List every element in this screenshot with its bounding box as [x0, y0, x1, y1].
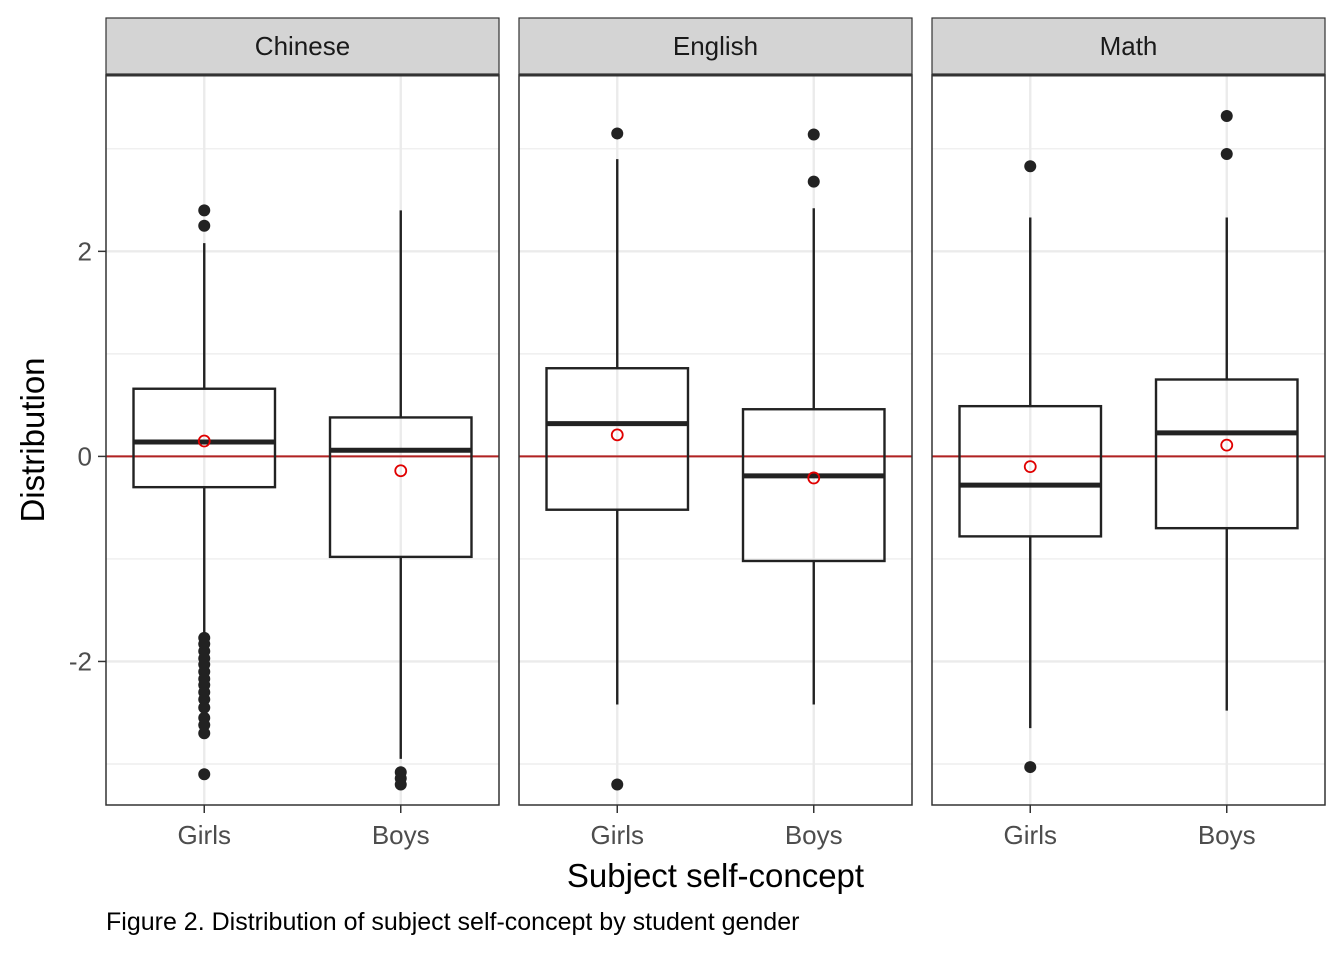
- mean-marker: [1023, 460, 1037, 474]
- panel-background: [519, 75, 912, 805]
- panel-english: English Girls Boys: [518, 17, 913, 850]
- iqr-box: [545, 367, 690, 511]
- panel-background: [932, 75, 1325, 805]
- facet-label: English: [673, 31, 758, 61]
- facet-strip: [931, 17, 1326, 75]
- outlier-point: [1024, 761, 1037, 774]
- facet-strip: [518, 17, 913, 75]
- figure-caption: Figure 2. Distribution of subject self-c…: [106, 908, 800, 936]
- x-axis-title: Subject self-concept: [567, 857, 864, 894]
- panel-chinese: Chinese Girls Boys: [105, 17, 500, 850]
- panel-math: Math Girls Boys: [931, 17, 1326, 850]
- box-girls: [958, 160, 1103, 774]
- box-boys: [328, 210, 473, 791]
- outlier-point: [807, 175, 820, 188]
- facet-strip: [105, 17, 500, 75]
- outlier-point: [198, 219, 211, 232]
- facet-label: Chinese: [255, 31, 350, 61]
- outlier-point: [807, 128, 820, 141]
- outlier-point: [198, 693, 211, 706]
- outlier-point: [1220, 110, 1233, 123]
- x-tick-label: Boys: [1198, 820, 1256, 850]
- outlier-point: [394, 778, 407, 791]
- box-girls: [132, 204, 277, 781]
- outlier-point: [611, 778, 624, 791]
- iqr-box: [958, 404, 1103, 538]
- x-tick-label: Girls: [591, 820, 644, 850]
- y-axis-title: Distribution: [14, 357, 51, 522]
- mean-marker: [1220, 438, 1234, 452]
- x-tick-label: Boys: [785, 820, 843, 850]
- outlier-point: [1220, 147, 1233, 160]
- facet-label: Math: [1100, 31, 1158, 61]
- outlier-point: [198, 719, 211, 732]
- outlier-point: [198, 768, 211, 781]
- box-boys: [741, 128, 886, 705]
- x-tick-label: Girls: [1004, 820, 1057, 850]
- y-tick-label: 2: [78, 236, 92, 266]
- box-girls: [545, 127, 690, 791]
- y-tick-label: -2: [69, 646, 92, 676]
- iqr-box: [1154, 378, 1299, 530]
- outlier-point: [198, 701, 211, 714]
- y-tick-label: 0: [78, 441, 92, 471]
- outlier-point: [1024, 160, 1037, 173]
- mean-marker: [610, 428, 624, 442]
- outlier-point: [198, 204, 211, 217]
- x-tick-label: Boys: [372, 820, 430, 850]
- iqr-box: [741, 408, 886, 563]
- x-tick-label: Girls: [178, 820, 231, 850]
- mean-marker: [807, 471, 821, 485]
- iqr-box: [132, 387, 277, 489]
- box-boys: [1154, 110, 1299, 711]
- mean-marker: [197, 434, 211, 448]
- outlier-point: [611, 127, 624, 140]
- iqr-box: [328, 416, 473, 559]
- outlier-point: [198, 727, 211, 740]
- mean-marker: [394, 464, 408, 478]
